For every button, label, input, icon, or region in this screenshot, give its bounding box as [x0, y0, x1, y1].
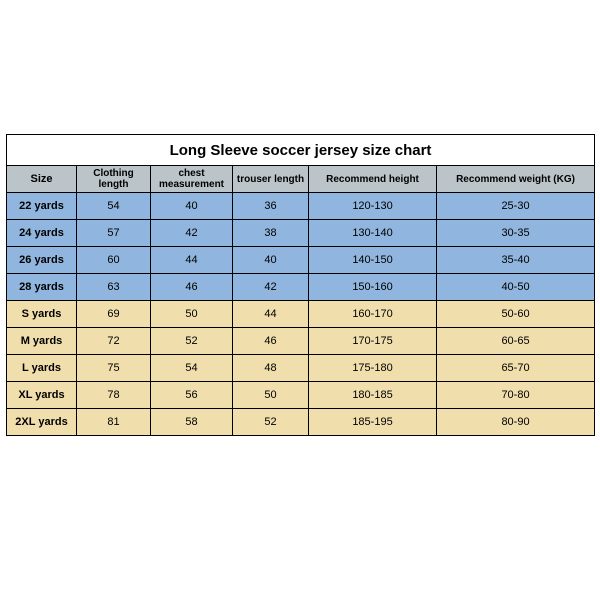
cell-clothing_length: 69 — [77, 301, 151, 328]
table-title: Long Sleeve soccer jersey size chart — [7, 135, 595, 166]
size-chart-table: Long Sleeve soccer jersey size chart Siz… — [6, 134, 594, 436]
cell-rec_weight: 25-30 — [437, 193, 595, 220]
cell-rec_height: 140-150 — [309, 247, 437, 274]
table-row: XL yards785650180-18570-80 — [7, 382, 595, 409]
cell-size: M yards — [7, 328, 77, 355]
cell-chest: 54 — [151, 355, 233, 382]
cell-rec_height: 150-160 — [309, 274, 437, 301]
cell-rec_weight: 60-65 — [437, 328, 595, 355]
cell-rec_weight: 30-35 — [437, 220, 595, 247]
col-header-size: Size — [7, 166, 77, 193]
cell-rec_height: 160-170 — [309, 301, 437, 328]
cell-trouser_length: 40 — [233, 247, 309, 274]
table-row: M yards725246170-17560-65 — [7, 328, 595, 355]
cell-trouser_length: 36 — [233, 193, 309, 220]
col-header-clothing-length: Clothing length — [77, 166, 151, 193]
cell-rec_weight: 40-50 — [437, 274, 595, 301]
col-header-chest: chest measurement — [151, 166, 233, 193]
cell-trouser_length: 38 — [233, 220, 309, 247]
cell-size: 24 yards — [7, 220, 77, 247]
cell-chest: 56 — [151, 382, 233, 409]
cell-rec_height: 185-195 — [309, 409, 437, 436]
cell-rec_height: 120-130 — [309, 193, 437, 220]
cell-chest: 44 — [151, 247, 233, 274]
cell-size: L yards — [7, 355, 77, 382]
cell-chest: 58 — [151, 409, 233, 436]
cell-clothing_length: 60 — [77, 247, 151, 274]
table-row: 26 yards604440140-15035-40 — [7, 247, 595, 274]
cell-size: S yards — [7, 301, 77, 328]
cell-size: 28 yards — [7, 274, 77, 301]
cell-trouser_length: 46 — [233, 328, 309, 355]
table-header-row: Size Clothing length chest measurement t… — [7, 166, 595, 193]
cell-clothing_length: 57 — [77, 220, 151, 247]
table-row: L yards755448175-18065-70 — [7, 355, 595, 382]
cell-size: 26 yards — [7, 247, 77, 274]
table-row: 24 yards574238130-14030-35 — [7, 220, 595, 247]
table-row: 28 yards634642150-16040-50 — [7, 274, 595, 301]
cell-size: 2XL yards — [7, 409, 77, 436]
cell-trouser_length: 52 — [233, 409, 309, 436]
cell-clothing_length: 81 — [77, 409, 151, 436]
cell-clothing_length: 78 — [77, 382, 151, 409]
cell-clothing_length: 63 — [77, 274, 151, 301]
cell-rec_weight: 80-90 — [437, 409, 595, 436]
cell-trouser_length: 42 — [233, 274, 309, 301]
cell-clothing_length: 72 — [77, 328, 151, 355]
cell-rec_height: 175-180 — [309, 355, 437, 382]
col-header-rec-height: Recommend height — [309, 166, 437, 193]
table-row: 22 yards544036120-13025-30 — [7, 193, 595, 220]
table-body: 22 yards544036120-13025-3024 yards574238… — [7, 193, 595, 436]
cell-chest: 40 — [151, 193, 233, 220]
cell-trouser_length: 50 — [233, 382, 309, 409]
cell-chest: 42 — [151, 220, 233, 247]
cell-rec_height: 170-175 — [309, 328, 437, 355]
cell-rec_weight: 35-40 — [437, 247, 595, 274]
cell-chest: 52 — [151, 328, 233, 355]
cell-clothing_length: 75 — [77, 355, 151, 382]
table-row: S yards695044160-17050-60 — [7, 301, 595, 328]
cell-clothing_length: 54 — [77, 193, 151, 220]
col-header-trouser-length: trouser length — [233, 166, 309, 193]
cell-rec_height: 180-185 — [309, 382, 437, 409]
cell-trouser_length: 44 — [233, 301, 309, 328]
table-row: 2XL yards815852185-19580-90 — [7, 409, 595, 436]
cell-rec_weight: 70-80 — [437, 382, 595, 409]
cell-rec_height: 130-140 — [309, 220, 437, 247]
cell-chest: 46 — [151, 274, 233, 301]
cell-rec_weight: 65-70 — [437, 355, 595, 382]
cell-chest: 50 — [151, 301, 233, 328]
cell-trouser_length: 48 — [233, 355, 309, 382]
cell-size: XL yards — [7, 382, 77, 409]
cell-size: 22 yards — [7, 193, 77, 220]
col-header-rec-weight: Recommend weight (KG) — [437, 166, 595, 193]
cell-rec_weight: 50-60 — [437, 301, 595, 328]
